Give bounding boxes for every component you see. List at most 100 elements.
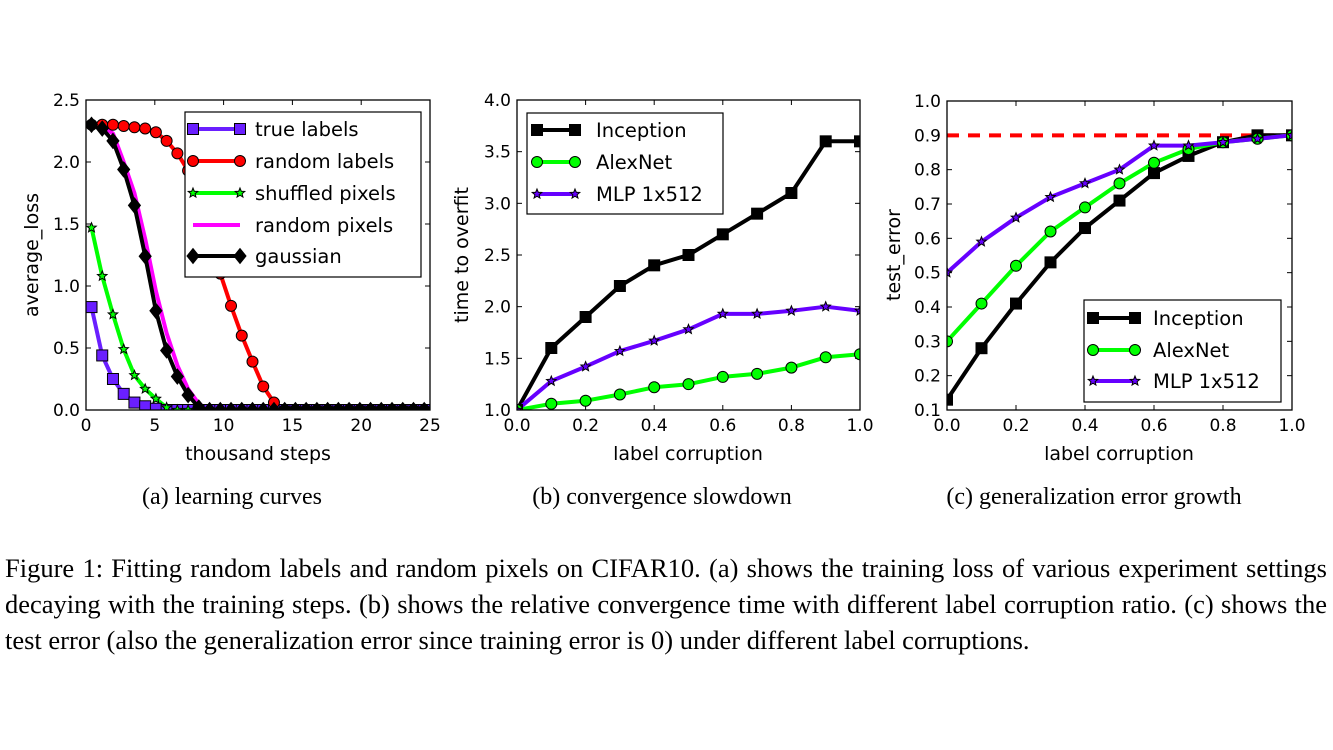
legend-marker-mlp-1x512 bbox=[1086, 374, 1100, 387]
x-tick-label: 0 bbox=[81, 416, 92, 436]
subcaption-b: (b) convergence slowdown bbox=[532, 484, 792, 510]
x-tick-label: 0.0 bbox=[503, 416, 530, 436]
x-tick-label: 0.4 bbox=[641, 416, 668, 436]
data-point-shuffled-pixels bbox=[106, 308, 119, 320]
data-point-inception bbox=[613, 280, 626, 292]
y-tick-label: 0.5 bbox=[53, 339, 80, 359]
data-point-mlp-1x512 bbox=[1147, 139, 1161, 151]
chart-0: 0 5 10 15 20 25 0.0 0.5 1.0 1.5 2.0 2.5 thousand ste… bbox=[21, 91, 441, 465]
y-tick-label: 1.0 bbox=[484, 401, 511, 421]
x-tick-label: 0.2 bbox=[572, 416, 599, 436]
y-tick-label: 2.0 bbox=[484, 298, 511, 318]
data-point-gaussian bbox=[202, 401, 217, 410]
data-point-random-labels bbox=[128, 121, 141, 134]
legend-label-random-labels: random labels bbox=[255, 150, 394, 173]
data-point-mlp-1x512 bbox=[1182, 139, 1195, 151]
data-point-mlp-1x512 bbox=[975, 235, 988, 247]
data-point-inception bbox=[1010, 297, 1022, 310]
data-point-inception bbox=[579, 311, 592, 323]
data-point-alexnet bbox=[545, 397, 558, 410]
data-point-mlp-1x512 bbox=[579, 360, 592, 372]
data-point-inception bbox=[682, 249, 695, 261]
legend-marker-mlp-1x512 bbox=[530, 187, 544, 200]
y-axis-label: average_loss bbox=[21, 193, 43, 317]
legend-marker-shuffled-pixels bbox=[186, 186, 200, 199]
data-point-gaussian bbox=[310, 401, 324, 410]
data-point-inception bbox=[716, 228, 729, 241]
data-point-mlp-1x512 bbox=[517, 403, 524, 410]
data-point-gaussian bbox=[159, 342, 174, 359]
data-point-alexnet bbox=[1079, 201, 1091, 214]
data-point-gaussian bbox=[213, 401, 227, 410]
data-point-gaussian bbox=[396, 401, 410, 410]
data-point-mlp-1x512 bbox=[1285, 128, 1292, 141]
data-point-inception bbox=[545, 342, 558, 354]
legend: Inception AlexNet MLP 1x512 bbox=[526, 112, 724, 215]
data-point-inception bbox=[1079, 222, 1091, 235]
legend-marker-inception bbox=[1129, 312, 1141, 324]
data-point-alexnet bbox=[1044, 225, 1057, 238]
data-point-alexnet bbox=[947, 335, 953, 348]
legend-marker-shuffled-pixels bbox=[233, 186, 247, 199]
legend-label-true-labels: true labels bbox=[255, 118, 359, 141]
data-point-gaussian bbox=[342, 401, 356, 410]
legend-marker-alexnet bbox=[531, 156, 543, 168]
data-point-alexnet bbox=[1010, 259, 1022, 272]
data-point-gaussian bbox=[117, 161, 131, 178]
x-tick-label: 0.6 bbox=[1140, 416, 1167, 436]
data-point-mlp-1x512 bbox=[785, 304, 798, 316]
data-point-inception bbox=[785, 187, 798, 199]
y-tick-label: 0.8 bbox=[914, 161, 941, 181]
data-point-gaussian bbox=[320, 401, 335, 410]
data-point-gaussian bbox=[417, 401, 430, 410]
y-tick-label: 2.5 bbox=[53, 91, 80, 111]
data-point-random-labels bbox=[106, 118, 119, 131]
legend-marker-gaussian bbox=[186, 247, 200, 265]
figure-caption: Figure 1: Fitting random labels and rand… bbox=[5, 553, 1327, 655]
data-point-gaussian bbox=[192, 399, 206, 410]
data-point-gaussian bbox=[278, 401, 292, 410]
y-tick-label: 1.5 bbox=[484, 349, 511, 369]
y-tick-label: 0.2 bbox=[914, 367, 941, 387]
y-tick-label: 0.5 bbox=[914, 264, 941, 284]
x-tick-label: 0.8 bbox=[1209, 416, 1236, 436]
y-tick-label: 2.0 bbox=[53, 153, 80, 173]
series-line-gaussian bbox=[90, 122, 425, 410]
data-point-gaussian bbox=[224, 401, 238, 410]
y-axis-label: test_error bbox=[883, 209, 905, 301]
data-point-gaussian bbox=[353, 401, 367, 410]
data-point-random-labels bbox=[246, 355, 259, 368]
legend: Inception AlexNet MLP 1x512 bbox=[1083, 299, 1282, 403]
y-axis-label: time to overfit bbox=[451, 187, 473, 323]
data-point-inception bbox=[1148, 167, 1160, 180]
data-point-true-labels bbox=[86, 301, 98, 314]
y-tick-label: 0.3 bbox=[914, 332, 941, 352]
y-tick-label: 2.5 bbox=[484, 246, 511, 266]
legend-marker-random-labels bbox=[234, 155, 246, 167]
legend-marker-alexnet bbox=[1129, 344, 1141, 356]
legend-label-shuffled-pixels: shuffled pixels bbox=[255, 182, 396, 205]
data-point-inception bbox=[819, 135, 832, 148]
data-point-alexnet bbox=[785, 361, 798, 374]
x-tick-label: 15 bbox=[282, 416, 304, 436]
data-point-random-labels bbox=[235, 329, 248, 342]
data-point-alexnet bbox=[613, 388, 626, 401]
y-tick-label: 3.5 bbox=[484, 143, 511, 163]
data-point-gaussian bbox=[374, 401, 388, 410]
data-point-random-labels bbox=[139, 122, 152, 135]
data-point-shuffled-pixels bbox=[149, 392, 162, 404]
y-tick-label: 0.9 bbox=[914, 126, 941, 146]
data-point-mlp-1x512 bbox=[1078, 177, 1092, 189]
x-tick-label: 10 bbox=[213, 416, 235, 436]
axes-frame bbox=[516, 99, 861, 411]
data-point-inception bbox=[1113, 194, 1126, 207]
subcaption-c: (c) generalization error growth bbox=[946, 484, 1242, 510]
x-tick-label: 0.0 bbox=[933, 416, 960, 436]
plot-area bbox=[517, 135, 860, 410]
x-axis-label: thousand steps bbox=[185, 443, 331, 465]
data-point-alexnet bbox=[1148, 156, 1160, 169]
data-point-gaussian bbox=[363, 401, 378, 410]
y-tick-label: 0.1 bbox=[914, 401, 941, 421]
data-point-true-labels bbox=[117, 387, 130, 400]
